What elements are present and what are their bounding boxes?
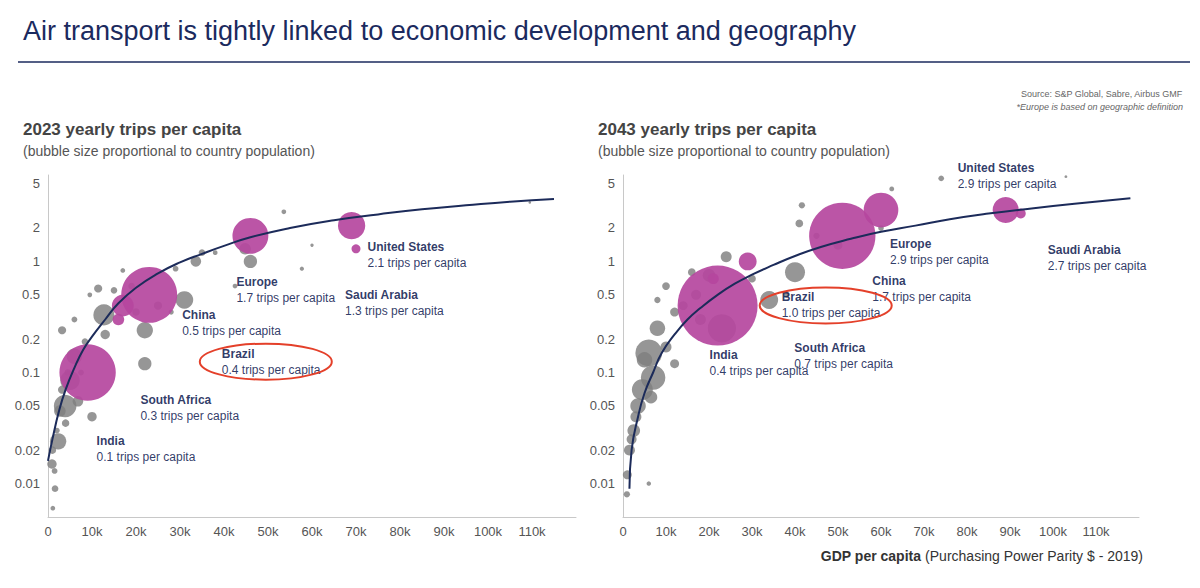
svg-text:5: 5 bbox=[608, 176, 615, 191]
svg-text:90k: 90k bbox=[434, 524, 455, 539]
svg-text:10k: 10k bbox=[82, 524, 103, 539]
svg-text:South Africa: South Africa bbox=[794, 341, 865, 355]
svg-text:(bubble size proportional to c: (bubble size proportional to country pop… bbox=[598, 143, 890, 159]
svg-text:30k: 30k bbox=[742, 524, 763, 539]
svg-text:0: 0 bbox=[619, 524, 626, 539]
svg-text:20k: 20k bbox=[126, 524, 147, 539]
svg-text:South Africa: South Africa bbox=[140, 393, 211, 407]
svg-text:100k: 100k bbox=[1039, 524, 1068, 539]
svg-text:1.7 trips per capita: 1.7 trips per capita bbox=[872, 290, 971, 304]
svg-text:2.9 trips per capita: 2.9 trips per capita bbox=[890, 253, 989, 267]
svg-text:Europe: Europe bbox=[890, 237, 932, 251]
svg-text:0.4 trips per capita: 0.4 trips per capita bbox=[222, 363, 321, 377]
svg-text:Saudi Arabia: Saudi Arabia bbox=[345, 288, 418, 302]
svg-text:0.01: 0.01 bbox=[15, 476, 40, 491]
svg-text:2.9 trips per capita: 2.9 trips per capita bbox=[958, 177, 1057, 191]
svg-text:1: 1 bbox=[33, 254, 40, 269]
svg-text:0.1 trips per capita: 0.1 trips per capita bbox=[97, 450, 196, 464]
svg-text:2023 yearly trips per capita: 2023 yearly trips per capita bbox=[23, 120, 242, 139]
svg-text:110k: 110k bbox=[518, 524, 546, 539]
svg-text:30k: 30k bbox=[170, 524, 191, 539]
svg-text:GDP per capita: GDP per capita bbox=[821, 548, 921, 564]
svg-text:0: 0 bbox=[44, 524, 51, 539]
svg-text:2: 2 bbox=[33, 220, 40, 235]
svg-text:40k: 40k bbox=[785, 524, 806, 539]
svg-text:Europe: Europe bbox=[236, 275, 278, 289]
svg-text:0.05: 0.05 bbox=[15, 398, 40, 413]
svg-text:80k: 80k bbox=[957, 524, 978, 539]
svg-text:China: China bbox=[872, 274, 906, 288]
svg-text:90k: 90k bbox=[1000, 524, 1021, 539]
svg-text:60k: 60k bbox=[871, 524, 892, 539]
svg-text:1: 1 bbox=[608, 254, 615, 269]
svg-text:1.3 trips per capita: 1.3 trips per capita bbox=[345, 304, 444, 318]
svg-text:2: 2 bbox=[608, 220, 615, 235]
svg-text:0.4 trips per capita: 0.4 trips per capita bbox=[709, 363, 809, 378]
svg-text:Brazil: Brazil bbox=[782, 290, 815, 304]
svg-text:40k: 40k bbox=[214, 524, 235, 539]
svg-text:60k: 60k bbox=[302, 524, 323, 539]
svg-text:China: China bbox=[182, 308, 216, 322]
svg-text:2.7 trips per capita: 2.7 trips per capita bbox=[1048, 259, 1147, 273]
svg-text:100k: 100k bbox=[474, 524, 503, 539]
svg-text:India: India bbox=[710, 348, 738, 362]
svg-text:10k: 10k bbox=[656, 524, 677, 539]
svg-text:2043 yearly trips per capita: 2043 yearly trips per capita bbox=[598, 120, 817, 139]
svg-text:*Europe is based on geographic: *Europe is based on geographic definitio… bbox=[1016, 102, 1183, 112]
svg-text:0.2: 0.2 bbox=[22, 332, 40, 347]
svg-text:80k: 80k bbox=[390, 524, 411, 539]
svg-text:0.5: 0.5 bbox=[597, 287, 615, 302]
svg-text:United States: United States bbox=[368, 240, 445, 254]
svg-text:Saudi Arabia: Saudi Arabia bbox=[1048, 243, 1121, 257]
svg-text:0.05: 0.05 bbox=[590, 398, 615, 413]
svg-text:0.7 trips per capita: 0.7 trips per capita bbox=[794, 357, 893, 371]
svg-text:(Purchasing Power Parity $ - 2: (Purchasing Power Parity $ - 2019) bbox=[921, 548, 1143, 564]
svg-text:70k: 70k bbox=[914, 524, 935, 539]
svg-text:70k: 70k bbox=[346, 524, 367, 539]
svg-text:0.02: 0.02 bbox=[590, 443, 615, 458]
svg-text:Brazil: Brazil bbox=[222, 347, 255, 361]
svg-text:0.1: 0.1 bbox=[22, 365, 40, 380]
svg-text:50k: 50k bbox=[258, 524, 279, 539]
svg-text:0.5 trips per capita: 0.5 trips per capita bbox=[182, 324, 281, 338]
svg-text:United States: United States bbox=[958, 161, 1035, 175]
svg-text:India: India bbox=[97, 434, 125, 448]
svg-text:5: 5 bbox=[33, 176, 40, 191]
svg-text:110k: 110k bbox=[1082, 524, 1110, 539]
svg-text:50k: 50k bbox=[828, 524, 849, 539]
svg-text:Source: S&P Global, Sabre, Air: Source: S&P Global, Sabre, Airbus GMF bbox=[1021, 89, 1183, 99]
svg-text:0.01: 0.01 bbox=[590, 476, 615, 491]
svg-text:0.02: 0.02 bbox=[15, 443, 40, 458]
svg-text:1.0 trips per capita: 1.0 trips per capita bbox=[782, 306, 881, 320]
svg-text:0.1: 0.1 bbox=[597, 365, 615, 380]
svg-text:0.2: 0.2 bbox=[597, 332, 615, 347]
svg-text:(bubble size proportional to c: (bubble size proportional to country pop… bbox=[23, 143, 315, 159]
svg-text:Air transport is tightly linke: Air transport is tightly linked to econo… bbox=[23, 16, 856, 46]
svg-text:0.5: 0.5 bbox=[22, 287, 40, 302]
svg-text:0.3 trips per capita: 0.3 trips per capita bbox=[140, 409, 239, 423]
svg-text:20k: 20k bbox=[699, 524, 720, 539]
svg-text:1.7 trips per capita: 1.7 trips per capita bbox=[236, 291, 335, 305]
svg-text:2.1 trips per capita: 2.1 trips per capita bbox=[368, 256, 467, 270]
